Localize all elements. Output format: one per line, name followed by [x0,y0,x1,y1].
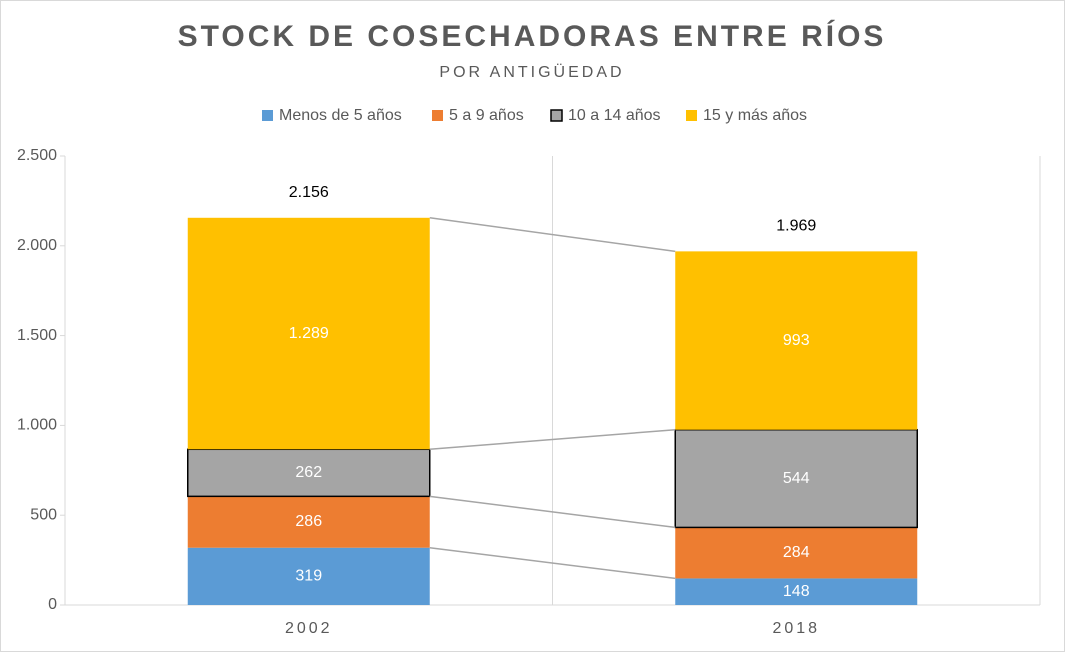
series-line [429,217,676,253]
data-label: 544 [783,470,810,487]
chart-subtitle: POR ANTIGÜEDAD [439,63,624,81]
y-tick-label: 1.000 [17,417,57,434]
series-line [429,546,676,580]
legend-label: 5 a 9 años [449,107,524,124]
y-tick-label: 2.500 [17,147,57,164]
bar-segment [675,527,918,579]
y-tick-label: 2.000 [17,237,57,254]
x-tick-label: 2002 [285,620,333,637]
y-tick-label: 1.500 [17,327,57,344]
legend-label: 15 y más años [703,107,807,124]
series-line [429,428,676,451]
bar-segment [187,217,430,450]
legend-label: Menos de 5 años [279,107,402,124]
legend-label: 10 a 14 años [568,107,661,124]
data-label: 319 [295,568,322,585]
total-label: 2.156 [289,184,329,201]
y-tick-label: 500 [30,506,57,523]
legend-swatch [432,110,443,121]
bar-segment [187,448,431,498]
y-tick-label: 0 [48,596,57,613]
data-label: 262 [295,464,322,481]
bar-segment [187,547,430,605]
bar-segment [675,578,918,605]
bar-segment [674,428,918,529]
chart-title: STOCK DE COSECHADORAS ENTRE RÍOS [178,19,887,53]
data-label: 286 [295,513,322,530]
data-label: 284 [783,544,810,561]
series-line [429,495,676,529]
x-tick-label: 2018 [772,620,820,637]
bar-segment [675,251,918,430]
legend-swatch [550,109,563,122]
legend-swatch [686,110,697,121]
legend-swatch [262,110,273,121]
bar-segment [187,496,430,548]
data-label: 1.289 [289,325,329,342]
total-label: 1.969 [776,218,816,235]
data-label: 993 [783,332,810,349]
data-label: 148 [783,583,810,600]
